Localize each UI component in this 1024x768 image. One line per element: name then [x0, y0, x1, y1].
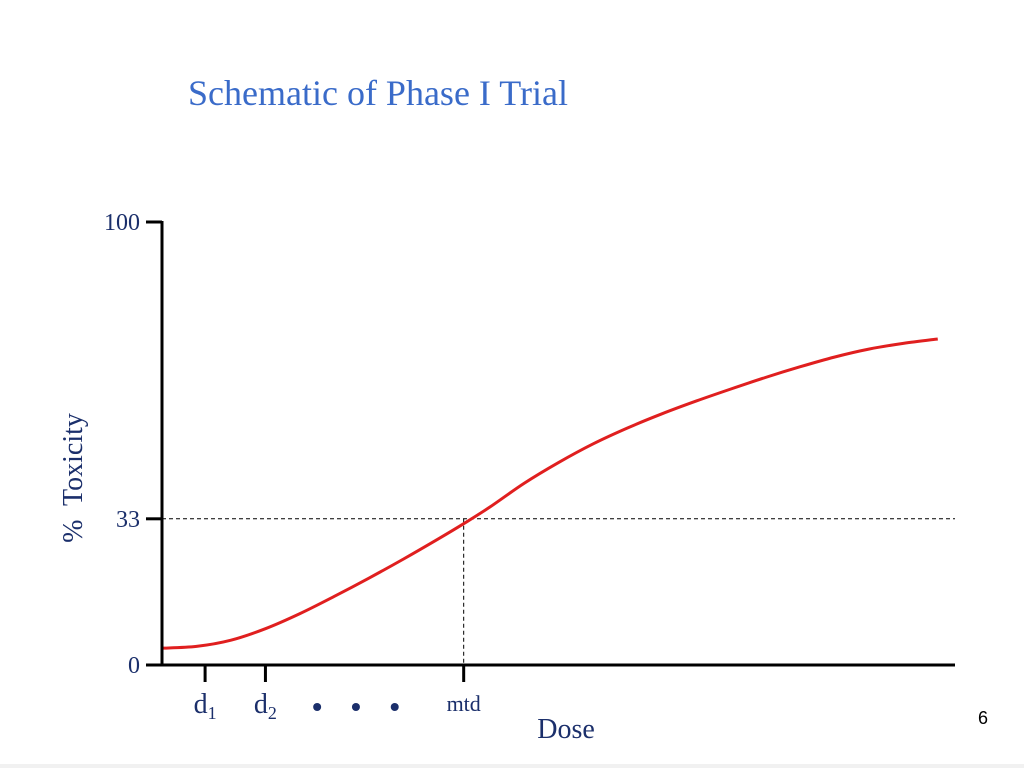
- ellipsis-dots: [313, 703, 399, 711]
- footer-divider: [0, 764, 1024, 768]
- y-tick-label: 100: [104, 210, 140, 236]
- y-tick-label: 33: [116, 507, 140, 533]
- x-axis-label: Dose: [537, 714, 595, 745]
- page-number: 6: [977, 708, 988, 728]
- ellipsis-dot: [351, 703, 360, 711]
- x-ticks: d1 d2 mtd: [194, 665, 481, 723]
- reference-lines: [162, 518, 955, 665]
- toxicity-curve: [161, 337, 938, 650]
- y-ticks: 0 33 100: [104, 210, 162, 679]
- y-axis-label: % Toxicity: [58, 413, 89, 543]
- slide-title: Schematic of Phase I Trial: [188, 73, 568, 113]
- x-tick-label: d2: [254, 689, 277, 723]
- ellipsis-dot: [390, 703, 399, 711]
- x-tick-label: mtd: [447, 691, 481, 716]
- x-tick-label: d1: [194, 689, 217, 723]
- ellipsis-dot: [313, 703, 322, 711]
- y-tick-label: 0: [128, 653, 140, 679]
